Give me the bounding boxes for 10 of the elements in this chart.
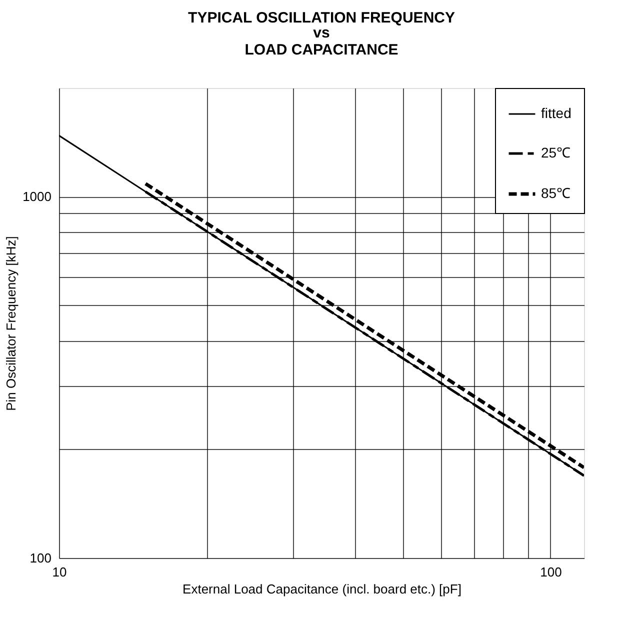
y-tick-label: 1000 [22, 189, 52, 204]
x-tick-label: 10 [52, 564, 67, 580]
chart-title: TYPICAL OSCILLATION FREQUENCY [188, 10, 455, 26]
text: LOAD CAPACITANCE [244, 42, 398, 58]
y-axis-title: Pin Oscillator Frequency [kHz] [4, 236, 19, 411]
text: vs [313, 24, 330, 42]
legend-label: 25℃ [541, 144, 571, 160]
x-axis-title: External Load Capacitance (incl. board etc.) [pF] [182, 582, 462, 596]
legend-label: fitted [541, 105, 572, 121]
legend-label: 85℃ [541, 185, 571, 201]
